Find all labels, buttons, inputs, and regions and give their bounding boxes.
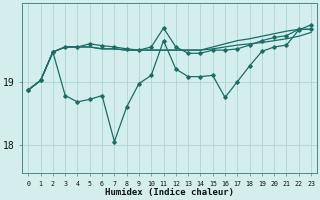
X-axis label: Humidex (Indice chaleur): Humidex (Indice chaleur): [105, 188, 234, 197]
